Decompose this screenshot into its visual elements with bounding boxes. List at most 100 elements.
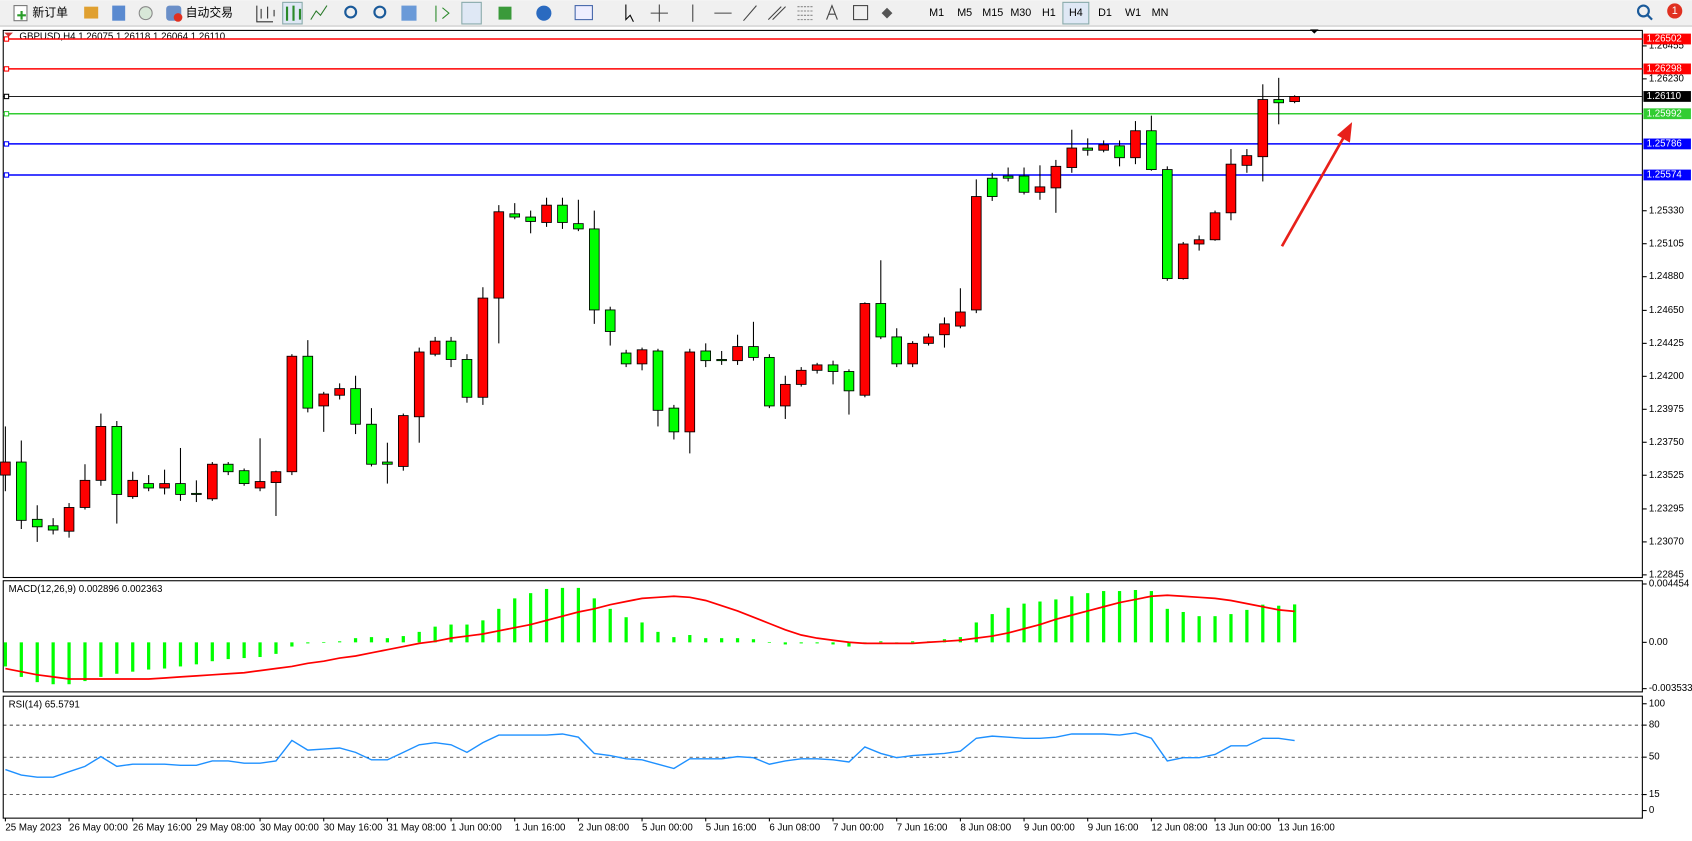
icon[interactable]: [138, 6, 153, 21]
candle-body: [732, 346, 743, 362]
macd-bar: [433, 626, 437, 643]
new-order-button[interactable]: 新订单: [13, 5, 68, 22]
timeframe-button[interactable]: M5: [957, 7, 972, 19]
macd-bar: [1165, 608, 1169, 643]
macd-bar: [704, 638, 708, 643]
icon[interactable]: [84, 6, 99, 19]
candle-body: [557, 204, 568, 223]
timeframe-button[interactable]: M1: [929, 7, 944, 19]
macd-bar: [1277, 605, 1281, 643]
y-tick-label: 0.004454: [1649, 579, 1690, 590]
macd-bar: [1229, 614, 1233, 643]
x-tick-label: 8 Jun 08:00: [960, 822, 1011, 833]
search[interactable]: [1636, 4, 1650, 18]
macd-bar: [1133, 589, 1138, 643]
icon[interactable]: [112, 5, 126, 21]
button-label: 新订单: [32, 5, 68, 19]
crosshair-tool[interactable]: [650, 4, 668, 22]
macd-bar: [242, 642, 246, 659]
macd-bar: [1149, 591, 1153, 643]
macd-bar: [115, 642, 119, 674]
macd-bar: [974, 622, 978, 643]
annotation-arrow: [1280, 122, 1353, 247]
candle-body: [620, 352, 632, 365]
signal-line: [5, 594, 1295, 680]
macd-bar: [35, 642, 39, 683]
macd-bar: [656, 631, 660, 643]
y-tick-label: 1.24425: [1649, 338, 1684, 349]
templates-icon[interactable]: [574, 5, 593, 21]
label-tool[interactable]: [853, 5, 869, 21]
y-tick-label: 50: [1649, 752, 1660, 763]
trendline-tool[interactable]: [743, 5, 757, 22]
timeframe-button[interactable]: H1: [1042, 7, 1056, 19]
zoom-in[interactable]: [344, 5, 358, 19]
arrow-shaft: [1280, 133, 1347, 247]
shift-icon[interactable]: [461, 1, 482, 25]
timeframe-button[interactable]: D1: [1098, 7, 1112, 19]
x-tick-label: 5 Jun 00:00: [642, 822, 693, 833]
macd-bar: [465, 624, 469, 643]
candle-body: [238, 470, 250, 485]
arrows-tool[interactable]: [881, 7, 893, 19]
x-tick-label: 1 Jun 16:00: [515, 822, 566, 833]
macd-bar: [481, 620, 485, 643]
candle-body: [700, 350, 712, 362]
macd-bar: [544, 588, 549, 643]
candle-body: [1193, 239, 1205, 245]
candle-body: [1002, 175, 1014, 179]
timeframe-button[interactable]: M30: [1010, 7, 1031, 19]
candle-body: [16, 461, 27, 521]
candle-body: [955, 311, 966, 327]
candle-body: [843, 371, 855, 392]
indicators-icon[interactable]: [498, 6, 512, 20]
rsi-line: [5, 732, 1295, 778]
candle-body: [780, 383, 791, 407]
candle-body: [493, 211, 505, 299]
chart-type-icon[interactable]: [256, 5, 275, 23]
macd-bar: [497, 608, 501, 643]
macd-bar: [1006, 607, 1010, 643]
candle-body: [859, 303, 871, 396]
candle-body: [748, 346, 759, 358]
auto-trading-button[interactable]: 自动交易: [166, 5, 233, 22]
y-tick-label: 0.00: [1649, 637, 1668, 648]
zoom-out[interactable]: [373, 5, 387, 19]
candle-body: [286, 355, 298, 473]
timeframe-button[interactable]: MN: [1152, 7, 1169, 19]
macd-bar: [178, 642, 183, 667]
y-tick-label: 1.26230: [1649, 73, 1685, 84]
timeframe-button[interactable]: M15: [982, 7, 1003, 19]
candle-body: [668, 407, 680, 433]
candle-body: [334, 388, 345, 396]
macd-bar: [274, 642, 278, 654]
tile-icon[interactable]: [401, 5, 417, 21]
macd-bar: [767, 642, 772, 643]
channel-tool[interactable]: [767, 6, 786, 21]
cursor-tool[interactable]: [625, 4, 634, 23]
x-tick-label: 29 May 08:00: [196, 822, 255, 833]
price-level-tag: [1643, 91, 1691, 102]
chart-title: GBPUSD,H4 1.26075 1.26118 1.26064 1.2611…: [19, 31, 225, 42]
candle-body: [159, 483, 170, 489]
x-tick-label: 25 May 2023: [5, 822, 61, 833]
chart-type-icon[interactable]: [310, 5, 328, 20]
search[interactable]: [1646, 14, 1653, 21]
scroll-icon[interactable]: [435, 5, 450, 22]
periods-icon[interactable]: [536, 5, 552, 21]
x-tick-label: 9 Jun 16:00: [1088, 822, 1139, 833]
macd-bar: [783, 642, 787, 645]
icon: [173, 13, 183, 22]
macd-title: MACD(12,26,9) 0.002896 0.002363: [9, 584, 163, 595]
candle-body: [1018, 175, 1030, 193]
candle-body: [111, 426, 123, 495]
y-tick-label: 1.26455: [1649, 40, 1684, 51]
fibo-tool[interactable]: [797, 6, 813, 21]
text-tool[interactable]: [826, 4, 838, 20]
notification-badge[interactable]: [1667, 3, 1683, 19]
x-tick-label: 6 Jun 08:00: [769, 822, 820, 833]
timeframe-button[interactable]: H4: [1069, 7, 1083, 19]
timeframe-button[interactable]: W1: [1125, 7, 1141, 19]
macd-bar: [879, 641, 883, 643]
candle-body: [939, 323, 950, 336]
